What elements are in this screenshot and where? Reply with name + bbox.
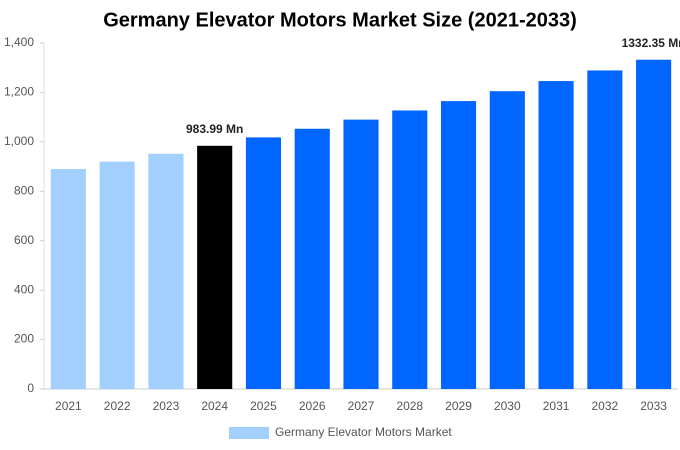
bar [636, 59, 672, 390]
x-tick-label: 2030 [494, 399, 521, 413]
bar [440, 101, 477, 389]
x-tick-label: 2028 [396, 399, 423, 413]
y-tick-label: 1,200 [4, 85, 34, 99]
x-tick-label: 2025 [250, 399, 277, 413]
data-label: 1332.35 Mn [622, 36, 680, 50]
bar [489, 91, 525, 389]
chart-title: Germany Elevator Motors Market Size (202… [103, 9, 577, 31]
data-label: 983.99 Mn [186, 122, 243, 136]
y-tick-label: 1,000 [4, 134, 34, 148]
legend-label: Germany Elevator Motors Market [275, 425, 452, 439]
legend-swatch [229, 427, 269, 439]
y-tick-label: 200 [14, 332, 34, 346]
x-tick-label: 2023 [153, 399, 180, 413]
x-tick-label: 2029 [445, 399, 472, 413]
bar [99, 161, 135, 389]
bar [50, 169, 86, 389]
y-tick-label: 0 [27, 381, 34, 395]
x-tick-label: 2031 [543, 399, 570, 413]
bar [343, 119, 379, 389]
bar [538, 81, 574, 389]
x-tick-label: 2032 [591, 399, 618, 413]
x-tick-label: 2024 [201, 399, 228, 413]
x-tick-label: 2022 [104, 399, 131, 413]
bar [197, 145, 233, 389]
x-tick-label: 2026 [299, 399, 326, 413]
bar [148, 153, 184, 389]
x-tick-label: 2021 [55, 399, 82, 413]
x-tick-label: 2027 [348, 399, 375, 413]
y-tick-label: 1,400 [4, 35, 34, 49]
bar [245, 137, 282, 389]
bar [392, 110, 428, 389]
bar [294, 128, 330, 389]
y-tick-label: 400 [14, 282, 34, 296]
y-tick-label: 600 [14, 233, 34, 247]
y-tick-label: 800 [14, 183, 34, 197]
x-tick-label: 2033 [640, 399, 667, 413]
bar [587, 70, 623, 389]
